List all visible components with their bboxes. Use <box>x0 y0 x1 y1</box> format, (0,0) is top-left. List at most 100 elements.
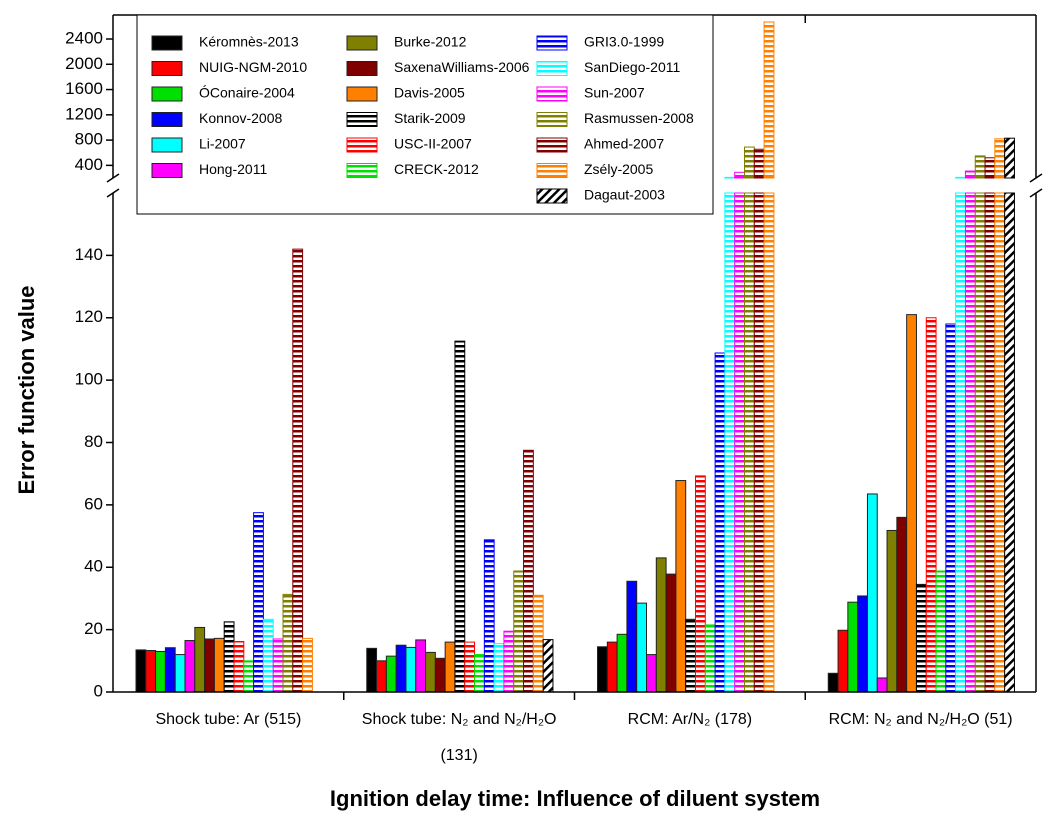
legend-label: Ahmed-2007 <box>584 136 664 152</box>
bar <box>896 516 908 693</box>
bar <box>233 640 245 693</box>
legend-swatch <box>151 61 183 76</box>
legend-label: ÓConaire-2004 <box>199 85 295 101</box>
bar <box>145 650 157 693</box>
bar <box>262 618 274 693</box>
bar <box>704 624 716 693</box>
bar <box>695 475 706 693</box>
bar <box>994 138 1006 179</box>
bar <box>184 640 196 693</box>
bar <box>724 192 736 693</box>
bar <box>744 192 755 693</box>
bar <box>282 593 294 693</box>
bar <box>135 649 147 693</box>
axis-break <box>1029 173 1043 183</box>
legend-swatch <box>536 163 568 178</box>
bar <box>984 192 996 693</box>
bar <box>395 644 407 693</box>
legend-label: Davis-2005 <box>394 85 465 101</box>
legend-label: Zsély-2005 <box>584 161 653 177</box>
legend-label: Dagaut-2003 <box>584 187 665 203</box>
bar <box>302 637 313 693</box>
bar <box>685 618 697 693</box>
bar <box>876 677 888 693</box>
bar <box>376 660 387 693</box>
bar <box>646 654 657 693</box>
legend-swatch <box>346 86 378 102</box>
bar <box>606 641 618 693</box>
bar <box>626 580 638 693</box>
legend-label: USC-II-2007 <box>394 136 472 152</box>
bar <box>636 602 648 693</box>
bar <box>464 641 476 693</box>
bar <box>366 647 378 693</box>
legend-box <box>136 14 714 215</box>
bar <box>964 170 976 179</box>
x-tick-label: RCM: N₂ and N₂/H₂O (51) <box>828 711 1013 728</box>
bar <box>493 643 505 693</box>
bar <box>444 641 456 693</box>
bar <box>483 539 495 693</box>
bar <box>385 655 397 693</box>
y-tick-label: 140 <box>75 245 103 264</box>
x-axis-label: Ignition delay time: Influence of diluen… <box>330 786 820 811</box>
bar <box>425 651 436 693</box>
bar <box>434 657 446 693</box>
y-tick-label: 120 <box>75 307 103 326</box>
bar <box>857 595 868 693</box>
y-tick-label: 2400 <box>65 28 103 47</box>
legend-label: Li-2007 <box>199 136 246 152</box>
bar <box>174 654 186 693</box>
bar <box>164 647 176 693</box>
y-tick-label: 1200 <box>65 104 103 123</box>
bar <box>753 148 765 179</box>
bar <box>194 626 206 693</box>
legend-swatch <box>536 61 568 76</box>
bar <box>753 192 765 693</box>
bar <box>984 157 996 179</box>
legend-label: Burke-2012 <box>394 34 467 50</box>
bar <box>945 323 957 693</box>
legend-label: Sun-2007 <box>584 85 645 101</box>
legend-swatch <box>346 163 378 178</box>
axis-break <box>106 188 120 198</box>
y-tick-label: 80 <box>84 432 103 451</box>
bar <box>866 493 878 693</box>
legend-label: Konnov-2008 <box>199 110 283 126</box>
bar <box>253 512 264 693</box>
bar <box>714 352 726 693</box>
bar <box>734 192 746 693</box>
bar <box>542 639 554 693</box>
legend-swatch <box>151 137 183 153</box>
legend-swatch <box>536 35 568 51</box>
bar <box>655 557 667 693</box>
legend-label: GRI3.0-1999 <box>584 34 664 50</box>
axis-break <box>1029 188 1043 198</box>
bar <box>243 660 255 693</box>
legend-swatch <box>346 137 378 153</box>
bar <box>616 633 628 693</box>
bar <box>474 654 485 693</box>
bar <box>886 529 898 693</box>
bar <box>405 646 417 693</box>
bar <box>906 314 917 693</box>
bar <box>964 192 976 693</box>
bar <box>155 650 166 693</box>
bar <box>827 672 839 693</box>
bar <box>513 570 525 693</box>
bar <box>272 638 284 693</box>
legend-swatch <box>151 86 183 102</box>
legend-swatch <box>346 35 378 51</box>
legend-label: Kéromnès-2013 <box>199 34 299 50</box>
bar <box>454 340 466 693</box>
bar <box>724 176 736 179</box>
x-tick-label: Shock tube: N₂ and N₂/H₂O (131) <box>361 711 557 764</box>
legend-swatch <box>151 163 183 178</box>
axis-break <box>106 173 120 183</box>
legend-swatch <box>346 112 378 127</box>
y-tick-label: 60 <box>84 494 103 513</box>
legend-swatch <box>536 112 568 127</box>
x-tick-label: Shock tube: Ar (515) <box>155 711 302 728</box>
